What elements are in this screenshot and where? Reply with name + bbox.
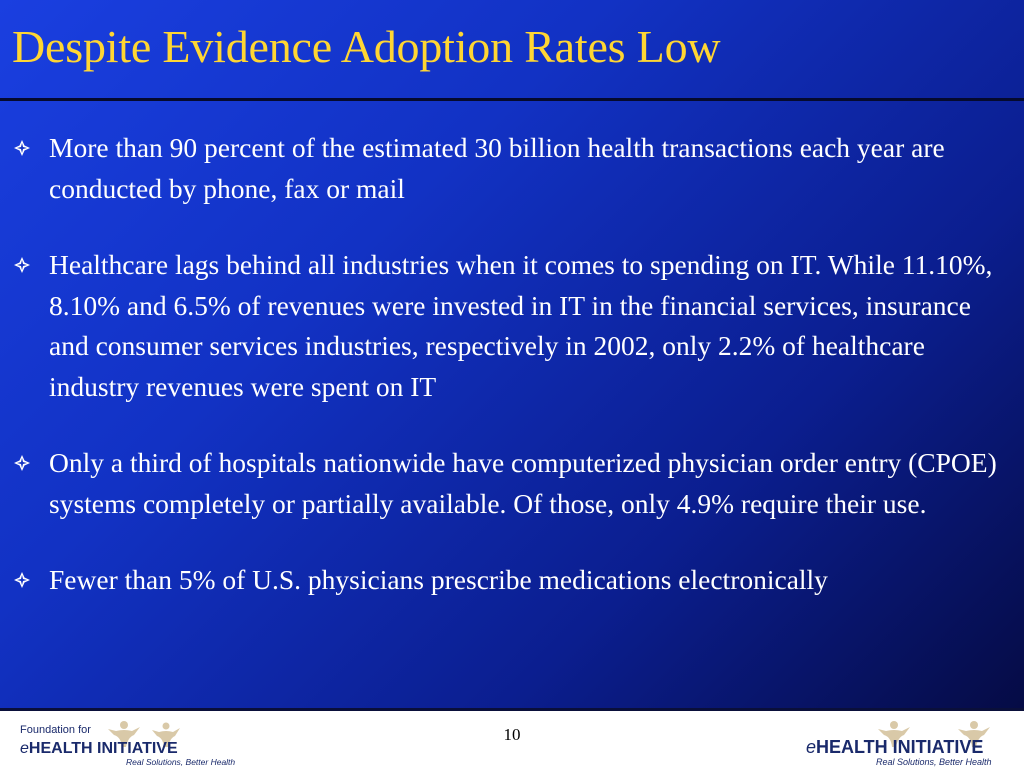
bullet-item: Fewer than 5% of U.S. physicians prescri… bbox=[0, 560, 1024, 601]
diamond-bullet-icon bbox=[14, 572, 30, 588]
page-number: 10 bbox=[503, 725, 521, 744]
footer-bar: Foundation for eHEALTH INITIATIVE Real S… bbox=[0, 708, 1024, 768]
slide-title: Despite Evidence Adoption Rates Low bbox=[12, 21, 721, 72]
logo-brand-text: eHEALTH INITIATIVE bbox=[20, 740, 178, 757]
bullet-list: More than 90 percent of the estimated 30… bbox=[0, 128, 1024, 637]
people-figures-icon bbox=[878, 721, 990, 747]
bullet-text: More than 90 percent of the estimated 30… bbox=[49, 132, 945, 204]
bullet-text: Healthcare lags behind all industries wh… bbox=[49, 249, 993, 402]
diamond-bullet-icon bbox=[14, 455, 30, 471]
foundation-logo: Foundation for eHEALTH INITIATIVE Real S… bbox=[20, 721, 235, 767]
logo-tagline: Real Solutions, Better Health bbox=[126, 757, 235, 767]
logo-foundation-text: Foundation for bbox=[20, 724, 91, 736]
diamond-bullet-icon bbox=[14, 140, 30, 156]
logo-brand-text: eHEALTH INITIATIVE bbox=[806, 737, 983, 757]
diamond-bullet-icon bbox=[14, 257, 30, 273]
logo-tagline: Real Solutions, Better Health bbox=[876, 757, 992, 767]
title-divider bbox=[0, 98, 1024, 101]
bullet-text: Only a third of hospitals nationwide hav… bbox=[49, 447, 997, 519]
bullet-item: Healthcare lags behind all industries wh… bbox=[0, 245, 1024, 407]
slide: Despite Evidence Adoption Rates Low More… bbox=[0, 0, 1024, 708]
people-figures-icon bbox=[108, 721, 180, 747]
bullet-item: Only a third of hospitals nationwide hav… bbox=[0, 443, 1024, 524]
bullet-text: Fewer than 5% of U.S. physicians prescri… bbox=[49, 564, 828, 595]
bullet-item: More than 90 percent of the estimated 30… bbox=[0, 128, 1024, 209]
ehealth-logo: eHEALTH INITIATIVE Real Solutions, Bette… bbox=[806, 721, 992, 767]
